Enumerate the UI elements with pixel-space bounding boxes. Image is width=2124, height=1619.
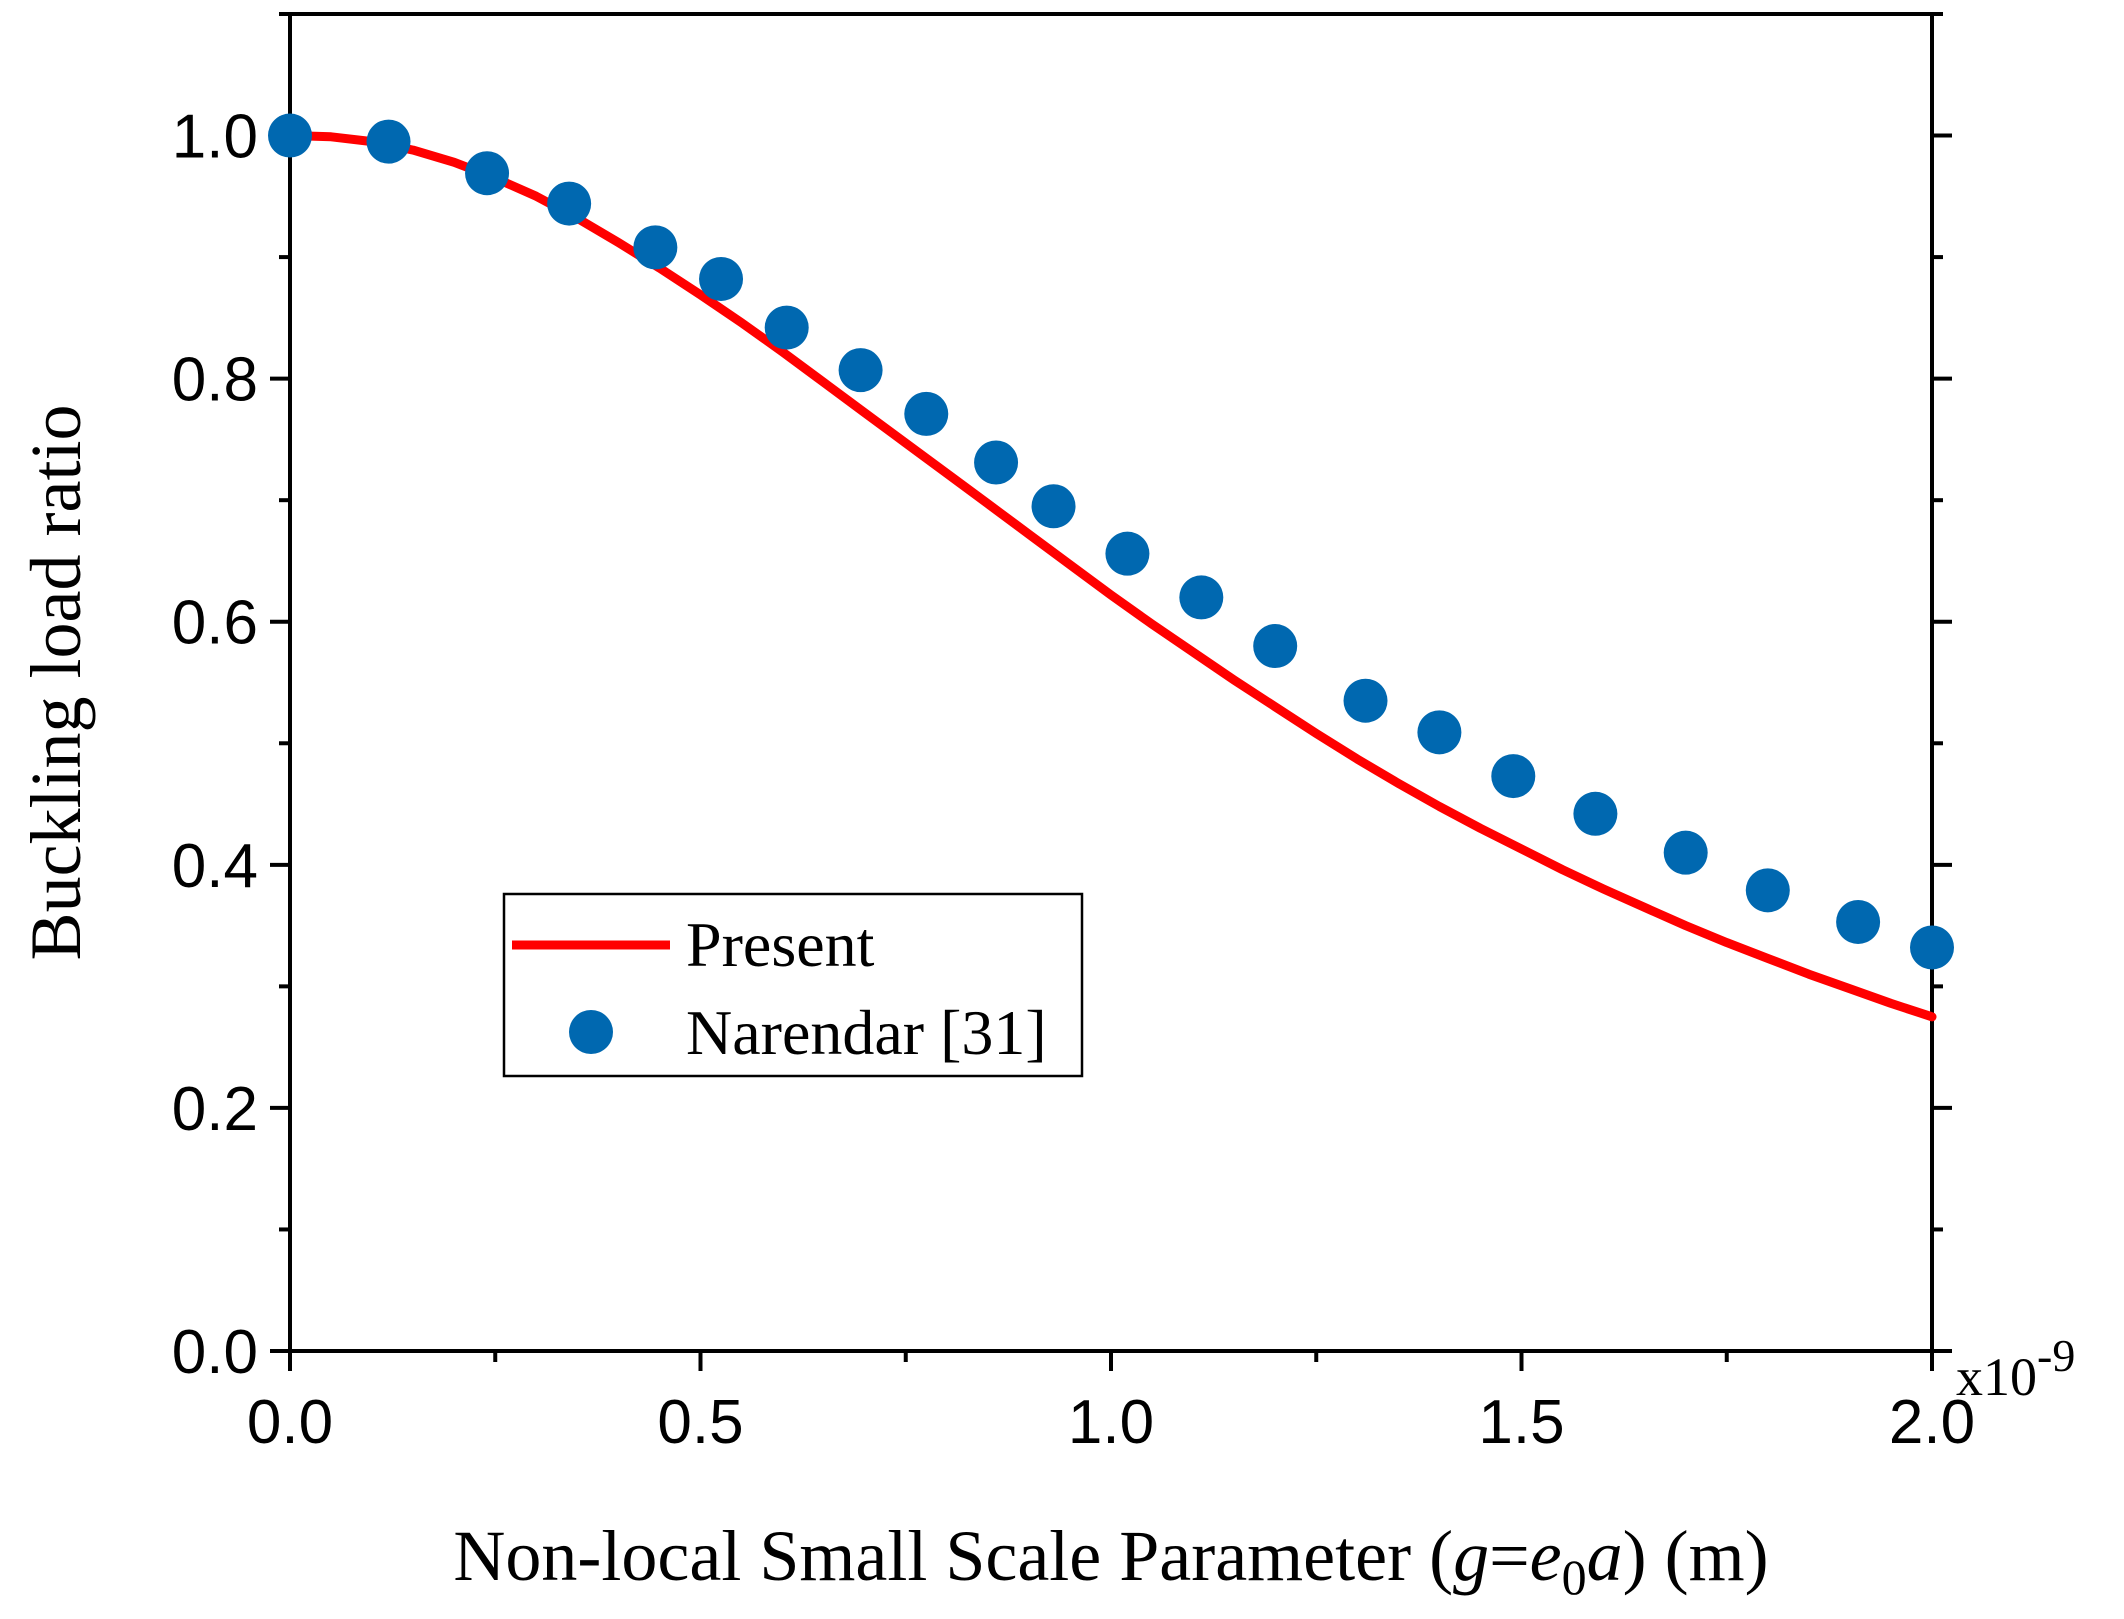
narendar-point — [465, 151, 510, 196]
y-tick-label: 0.6 — [172, 589, 258, 658]
x-tick-label: 1.0 — [1068, 1388, 1154, 1457]
narendar-point — [838, 348, 883, 393]
axis-ticks — [270, 12, 1952, 1371]
x-tick-label: 0.0 — [247, 1388, 333, 1457]
y-axis-title: Buckling load ratio — [16, 405, 96, 961]
narendar-point — [1343, 678, 1388, 723]
narendar-point — [904, 391, 949, 436]
x-axis-multiplier: x10-9 — [1956, 1330, 2075, 1407]
narendar-point — [974, 440, 1019, 485]
legend: Present Narendar [31] — [502, 892, 1084, 1078]
narendar-point — [1745, 868, 1790, 913]
narendar-point — [1031, 484, 1076, 529]
narendar-point — [1417, 710, 1462, 755]
y-tick-label: 0.4 — [172, 832, 258, 901]
narendar-point — [1491, 754, 1536, 799]
narendar-point — [1573, 791, 1618, 836]
series-narendar — [268, 113, 1954, 970]
x-tick-label: 2.0 — [1889, 1388, 1975, 1457]
plot-frame — [288, 12, 1934, 1353]
x-tick-label: 1.5 — [1478, 1388, 1564, 1457]
y-tick-label: 0.2 — [172, 1075, 258, 1144]
narendar-point — [699, 256, 744, 301]
x-axis-title: Non-local Small Scale Parameter (g=e0a) … — [453, 1516, 1768, 1605]
legend-label-narendar: Narendar [31] — [686, 997, 1047, 1068]
narendar-point — [547, 181, 592, 226]
narendar-point — [1253, 624, 1298, 669]
x-tick-label: 0.5 — [657, 1388, 743, 1457]
narendar-point — [1105, 531, 1150, 576]
narendar-point — [633, 225, 678, 270]
narendar-point — [268, 113, 312, 158]
y-tick-label: 1.0 — [172, 103, 258, 172]
narendar-point — [1910, 925, 1954, 970]
y-tick-labels: 0.0 0.2 0.4 0.6 0.8 1.0 — [172, 103, 258, 1387]
narendar-point — [1179, 575, 1224, 620]
narendar-point — [1836, 899, 1881, 944]
present-curve — [285, 131, 1937, 1022]
series-present — [285, 131, 1937, 1022]
y-tick-label: 0.8 — [172, 346, 258, 415]
y-tick-label: 0.0 — [172, 1318, 258, 1387]
narendar-point — [764, 305, 809, 350]
narendar-point — [366, 119, 411, 164]
legend-label-present: Present — [686, 909, 875, 980]
narendar-point — [1663, 830, 1708, 875]
x-tick-labels: 0.0 0.5 1.0 1.5 2.0 — [247, 1388, 1975, 1457]
legend-narendar-swatch — [569, 1010, 613, 1054]
